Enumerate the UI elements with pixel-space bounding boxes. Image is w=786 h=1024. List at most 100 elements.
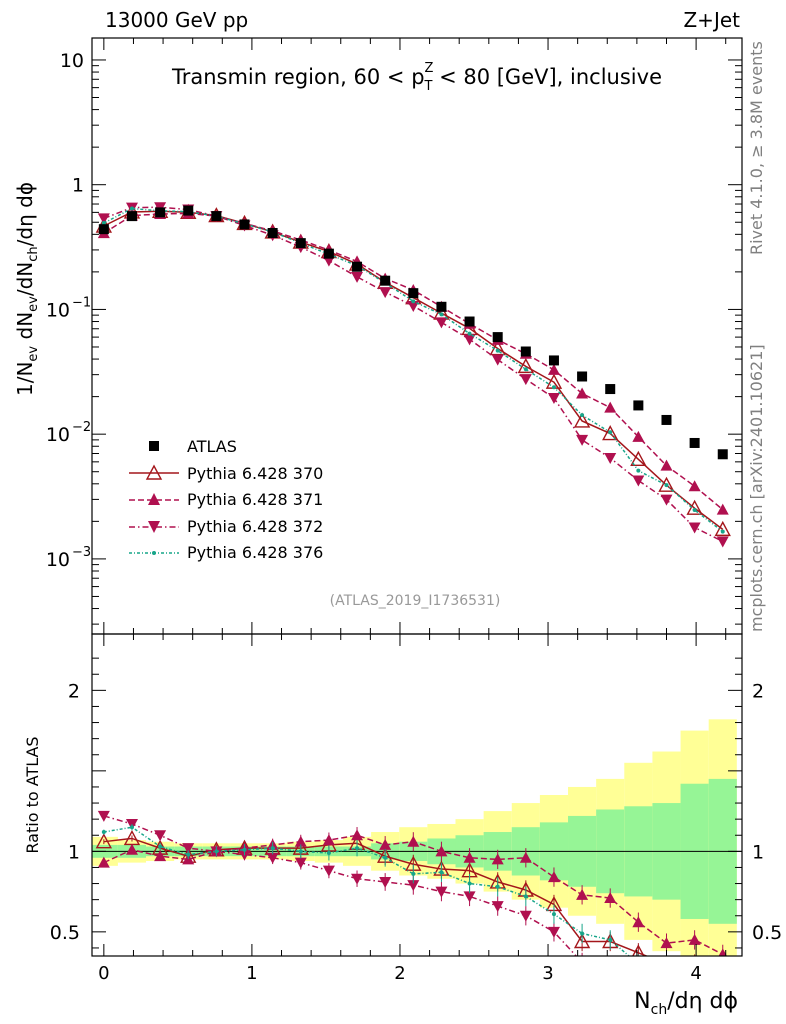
- ratio-marker-2: [632, 967, 644, 978]
- data-point: [633, 400, 644, 411]
- data-point: [267, 227, 278, 238]
- y-axis-title-b: dN: [13, 312, 37, 346]
- legend-label-atlas: ATLAS: [187, 437, 237, 456]
- data-point: [408, 288, 419, 299]
- series-marker-2: [351, 271, 364, 283]
- plot-title: Transmin region, 60 < pZ T < 80 [GeV], in…: [171, 61, 662, 94]
- series-marker-3: [411, 299, 416, 304]
- series-marker-2: [716, 536, 729, 548]
- series-marker-3: [608, 430, 613, 435]
- data-point: [295, 238, 306, 249]
- legend-marker-atlas: [149, 441, 159, 451]
- ratio-marker-3: [326, 850, 331, 855]
- ratio-marker-3: [383, 855, 388, 860]
- series-marker-2: [604, 453, 617, 465]
- ratio-marker-1: [576, 888, 589, 900]
- ratio-marker-0: [632, 944, 645, 956]
- data-point: [605, 384, 616, 395]
- ratio-marker-2: [717, 975, 729, 986]
- data-point: [323, 248, 334, 259]
- data-point: [436, 301, 447, 312]
- ratio-marker-3: [158, 844, 163, 849]
- series-marker-1: [660, 459, 673, 471]
- ratio-marker-0: [95, 833, 113, 849]
- plot-title-prefix: Transmin region, 60 < p: [171, 65, 425, 89]
- plot-title-sub: T: [423, 79, 432, 94]
- legend-label-376: Pythia 6.428 376: [187, 543, 323, 562]
- data-point: [211, 211, 222, 222]
- series-marker-2: [660, 494, 673, 506]
- y-axis-title-a-sub: ev: [26, 346, 41, 362]
- series-marker-3: [664, 483, 669, 488]
- legend-item-370: Pythia 6.428 370: [129, 464, 323, 483]
- data-point: [126, 211, 137, 222]
- legend-item-372: Pythia 6.428 372: [129, 517, 323, 536]
- ratio-marker-3: [495, 884, 500, 889]
- y-axis-title-b-sub: ev: [26, 296, 41, 312]
- legend-marker-372: [148, 521, 160, 533]
- ratio-marker-2: [97, 810, 110, 822]
- series-marker-0: [630, 450, 647, 466]
- ratio-marker-3: [467, 881, 472, 886]
- ratio-marker-3: [129, 825, 134, 830]
- ratio-marker-0: [666, 955, 667, 956]
- y-tick-label-ratio-left: 0.5: [50, 922, 80, 944]
- y-tick-label-ratio-right: 0.5: [752, 922, 782, 944]
- ratio-marker-3: [186, 852, 191, 857]
- data-point: [577, 371, 588, 382]
- ratio-marker-1: [547, 871, 560, 883]
- ratio-marker-3: [214, 849, 219, 854]
- series-marker-3: [467, 331, 472, 336]
- ratio-marker-1: [435, 845, 448, 857]
- data-point: [464, 316, 475, 327]
- legend-item-376: Pythia 6.428 376: [129, 543, 323, 562]
- data-point: [717, 449, 728, 460]
- ratio-marker-3: [721, 972, 725, 976]
- series-marker-1: [576, 387, 589, 399]
- ratio-marker-1: [407, 835, 420, 847]
- series-marker-2: [576, 434, 589, 446]
- series-marker-3: [720, 529, 725, 534]
- series-marker-0: [517, 357, 534, 374]
- ratio-marker-1: [97, 856, 110, 868]
- ratio-marker-3: [551, 912, 556, 917]
- ratio-marker-2: [379, 876, 392, 888]
- series-line-3: [103, 207, 724, 533]
- y-tick-label-ratio-right: 2: [752, 680, 764, 702]
- y-tick-label-main: 10: [60, 50, 84, 72]
- ratio-marker-2: [435, 886, 448, 898]
- ratio-marker-1: [379, 838, 392, 850]
- ratio-marker-2: [604, 962, 616, 973]
- ratio-marker-1: [125, 843, 138, 855]
- ratio-marker-3: [664, 962, 668, 966]
- ratio-marker-1: [718, 948, 727, 956]
- ratio-marker-3: [580, 931, 585, 936]
- legend-item-atlas: ATLAS: [149, 437, 237, 456]
- series-marker-1: [716, 503, 729, 515]
- ratio-marker-2: [491, 901, 504, 913]
- data-point: [548, 355, 559, 366]
- ratio-marker-3: [439, 870, 444, 875]
- legend-label-370: Pythia 6.428 370: [187, 464, 323, 483]
- series-marker-1: [604, 401, 617, 413]
- legend-label-372: Pythia 6.428 372: [187, 517, 323, 536]
- mcplots-label: mcplots.cern.ch [arXiv:2401.10621]: [747, 344, 766, 632]
- x-axis-title-main: N: [634, 989, 650, 1014]
- series-marker-1: [632, 430, 645, 442]
- ratio-marker-1: [604, 892, 617, 904]
- y-axis-title-ratio: Ratio to ATLAS: [23, 736, 42, 853]
- ratio-panel-series: [95, 810, 729, 986]
- data-point: [661, 414, 672, 425]
- series-marker-2: [407, 300, 420, 312]
- ratio-marker-2: [547, 926, 560, 938]
- legend-marker-376: [152, 551, 156, 555]
- ratio-marker-2: [266, 852, 279, 864]
- ratio-marker-2: [294, 857, 307, 869]
- ratio-marker-3: [355, 846, 360, 851]
- ratio-marker-3: [101, 830, 106, 835]
- legend-item-371: Pythia 6.428 371: [129, 490, 323, 509]
- ratio-marker-2: [154, 830, 167, 842]
- ratio-marker-3: [636, 962, 640, 966]
- y-tick-label-main: 1: [72, 175, 84, 197]
